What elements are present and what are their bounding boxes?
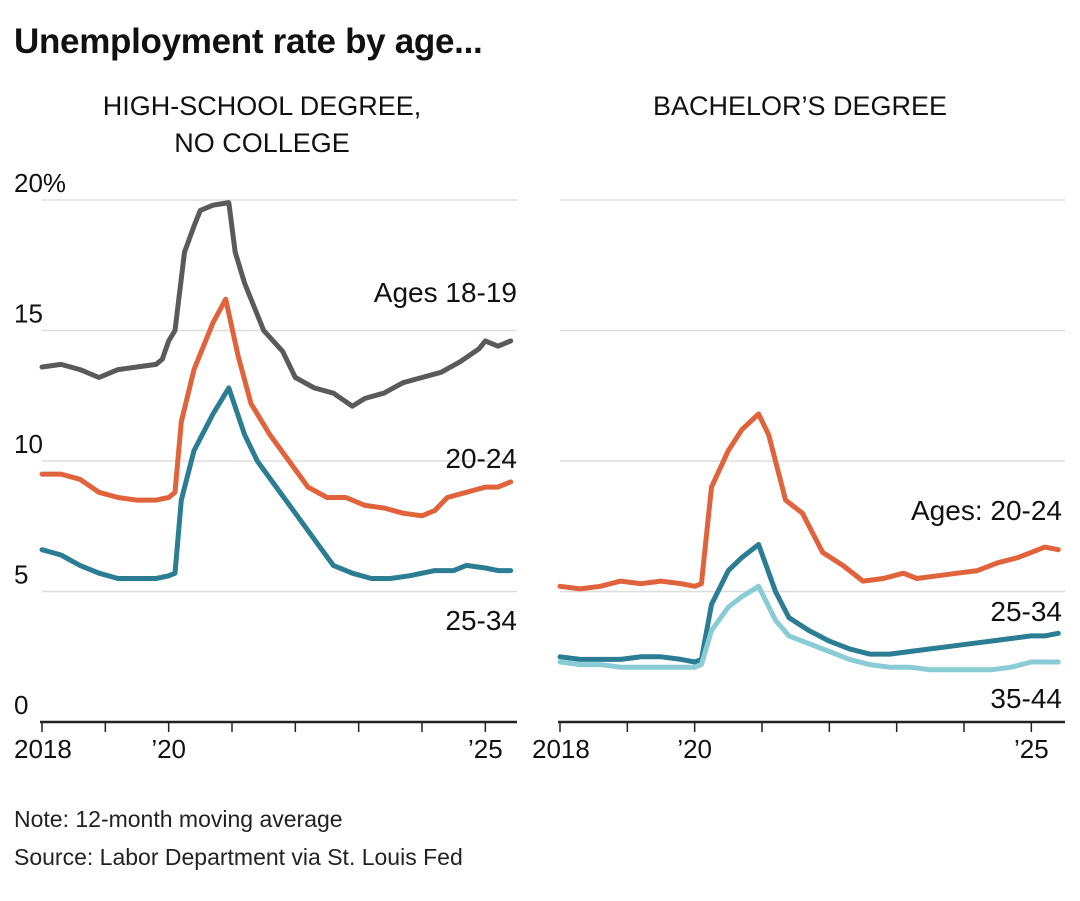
y-tick-label: 0: [14, 690, 28, 720]
series-label: 20-24: [445, 443, 517, 474]
x-tick-label: 2018: [14, 734, 72, 764]
chart-title: Unemployment rate by age...: [14, 22, 483, 61]
series-line-ages-20-24: [557, 411, 1061, 592]
y-tick-label: 10: [14, 429, 43, 459]
y-tick-label: 15: [14, 299, 43, 329]
x-tick-label: ’25: [1014, 734, 1049, 764]
series-label: 35-44: [990, 683, 1062, 714]
y-tick-label: 5: [14, 560, 28, 590]
x-tick-label: 2018: [532, 734, 590, 764]
note-text: Note: 12-month moving average: [14, 806, 343, 832]
x-tick-label: ’25: [468, 734, 503, 764]
y-tick-label: 20%: [14, 168, 66, 198]
panel-title-line: NO COLLEGE: [174, 128, 350, 158]
series-line-25-34: [557, 542, 1061, 665]
panel-title-line: BACHELOR’S DEGREE: [653, 91, 947, 121]
series-line-35-44: [557, 583, 1061, 673]
x-tick-label: ’20: [151, 734, 186, 764]
series-label: Ages 18-19: [374, 277, 517, 308]
source-text: Source: Labor Department via St. Louis F…: [14, 844, 463, 870]
series-label: 25-34: [990, 596, 1062, 627]
series-line-ages-18-19: [39, 200, 514, 409]
x-tick-label: ’20: [677, 734, 712, 764]
panel-title-line: HIGH-SCHOOL DEGREE,: [103, 91, 422, 121]
series-label: Ages: 20-24: [911, 495, 1062, 526]
series-line-20-24: [39, 296, 514, 519]
series-label: 25-34: [445, 605, 517, 636]
chart-notes: Note: 12-month moving average Source: La…: [14, 800, 463, 876]
series-line-25-34: [39, 385, 514, 581]
